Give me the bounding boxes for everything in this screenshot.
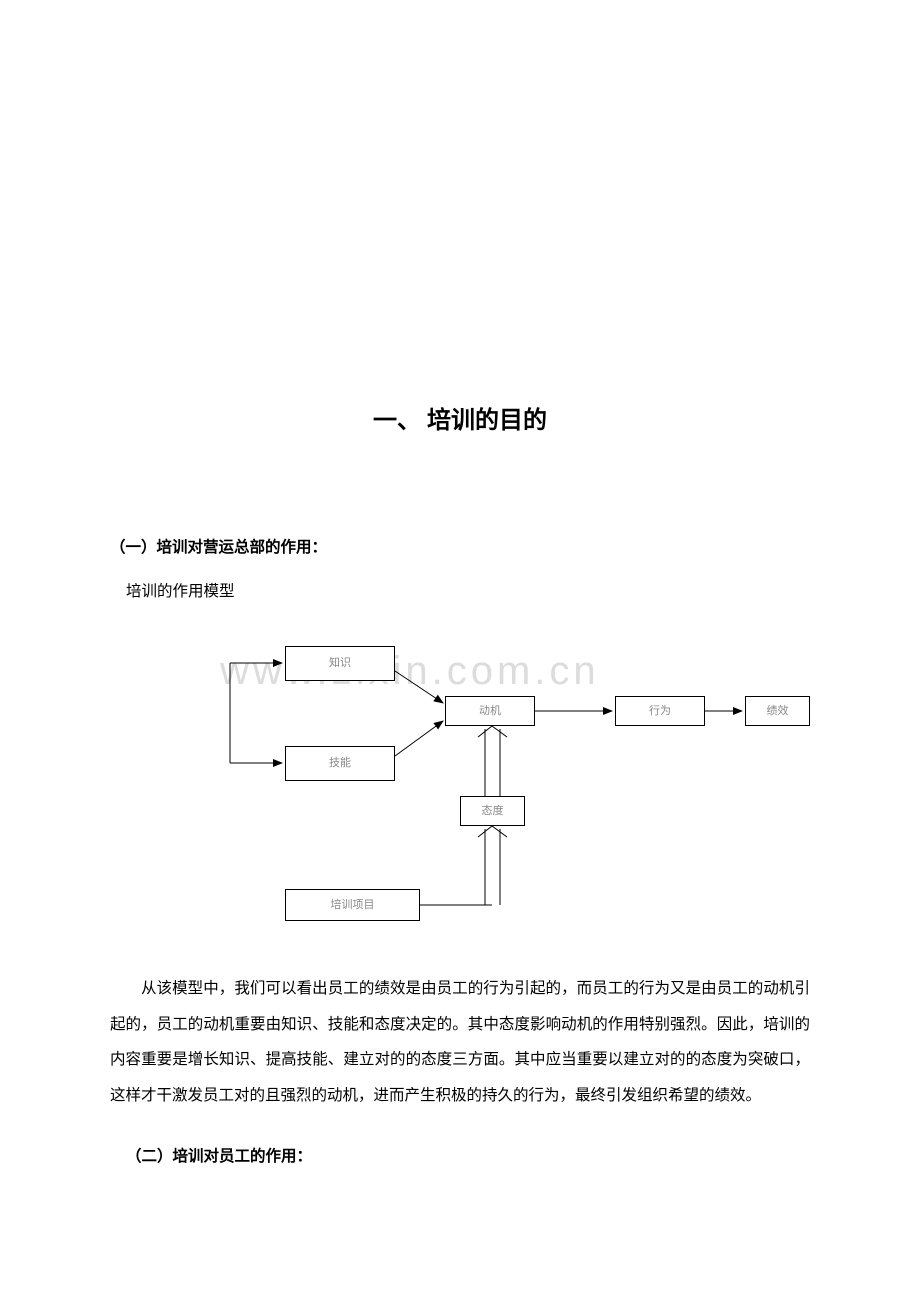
box-knowledge-label: 知识 (329, 658, 351, 669)
box-attitude-label: 态度 (482, 806, 504, 817)
page-title: 一、 培训的目的 (110, 400, 810, 435)
box-attitude: 态度 (460, 796, 525, 826)
box-performance: 绩效 (745, 696, 810, 726)
box-skill-label: 技能 (329, 758, 351, 769)
box-training: 培训项目 (285, 889, 420, 921)
training-model-diagram: www.zixin.com.cn 知识 技能 动机 行为 绩效 态度 培训项目 (110, 631, 810, 931)
box-behavior: 行为 (615, 696, 705, 726)
section2-heading: （二）培训对员工的作用： (126, 1144, 810, 1166)
box-skill: 技能 (285, 746, 395, 781)
box-training-label: 培训项目 (331, 900, 375, 911)
section1-sublabel: 培训的作用模型 (126, 579, 810, 601)
box-performance-label: 绩效 (767, 706, 789, 717)
box-motive: 动机 (445, 696, 535, 726)
watermark-text: www.zixin.com.cn (220, 649, 600, 694)
section1-heading: （一）培训对营运总部的作用： (110, 535, 810, 557)
box-knowledge: 知识 (285, 646, 395, 681)
box-behavior-label: 行为 (649, 706, 671, 717)
diagram-arrows (110, 631, 810, 931)
paragraph-model-explain: 从该模型中，我们可以看出员工的绩效是由员工的行为引起的，而员工的行为又是由员工的… (110, 971, 810, 1114)
box-motive-label: 动机 (479, 706, 501, 717)
